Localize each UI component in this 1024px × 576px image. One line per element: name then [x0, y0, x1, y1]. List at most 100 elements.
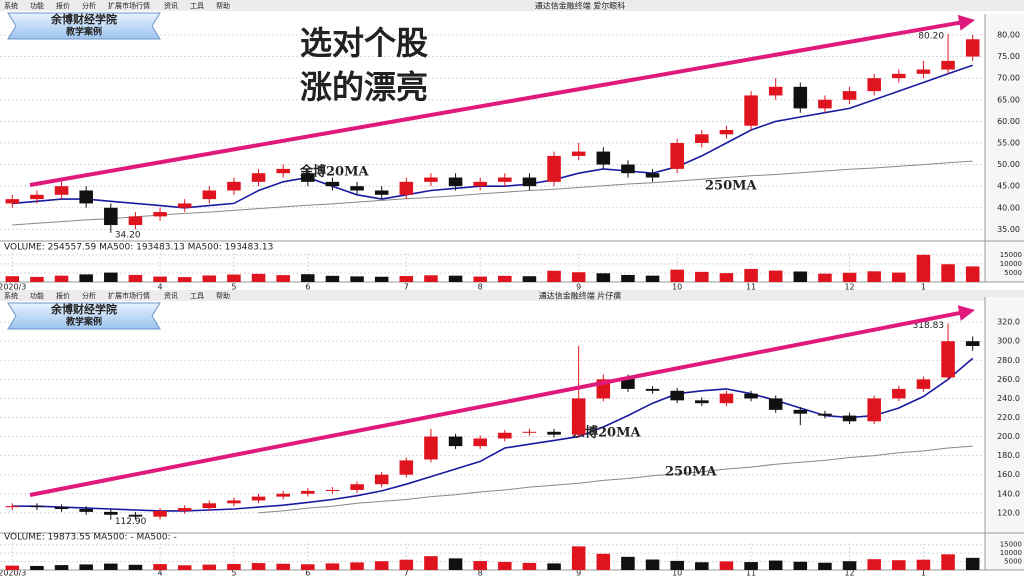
volume-bar: [79, 274, 93, 282]
menu-item: 工具: [190, 292, 204, 300]
y-tick-label: 220.0: [997, 413, 1020, 422]
menu-item: 报价: [56, 1, 70, 10]
y-tick-label: 45.00: [997, 182, 1020, 191]
y-tick-label: 35.00: [997, 225, 1020, 234]
x-tick-label: 2020/3: [0, 283, 26, 292]
candle-body: [571, 151, 586, 156]
volume-header: VOLUME: 254557.59 MA500: 193483.13 MA500…: [4, 243, 273, 253]
candle-body: [276, 168, 290, 174]
menu-item: 工具: [190, 2, 204, 10]
trend-arrow: [29, 20, 962, 187]
volume-bar: [892, 272, 906, 282]
menu-item: 分析: [82, 1, 96, 10]
volume-tick-label: 5000: [1004, 558, 1022, 566]
volume-bar: [30, 565, 44, 570]
volume-bar: [424, 556, 438, 570]
y-tick-label: 200.0: [997, 432, 1020, 441]
candle-body: [399, 460, 414, 475]
volume-bar: [79, 564, 93, 570]
candle-body: [695, 400, 709, 404]
candle-body: [916, 69, 931, 74]
candle-body: [128, 514, 143, 517]
candle-body: [177, 508, 192, 511]
y-tick-label: 75.00: [997, 52, 1020, 61]
volume-tick-label: 10000: [1000, 260, 1022, 268]
candle-body: [842, 91, 857, 100]
toolbar: [0, 290, 1024, 301]
volume-bar: [153, 276, 167, 282]
menu-item: 资讯: [164, 291, 178, 300]
volume-bar: [424, 275, 438, 282]
volume-bar: [719, 561, 734, 570]
x-tick-label: 10: [672, 283, 682, 292]
y-tick-label: 140.0: [997, 489, 1020, 498]
candle-body: [818, 413, 832, 416]
high-label: 318.83: [913, 321, 945, 331]
x-tick-label: 6: [305, 283, 310, 292]
volume-bar: [793, 271, 808, 282]
x-tick-label: 1: [921, 569, 926, 576]
volume-header: VOLUME: 19873.55 MA500: - MA500: -: [4, 533, 177, 543]
volume-bar: [744, 562, 758, 570]
volume-bar: [153, 564, 167, 570]
y-axis-area: [985, 14, 1024, 282]
volume-bar: [54, 565, 69, 570]
candle-body: [867, 78, 881, 92]
ma-label: 余博20MA: [571, 425, 641, 441]
volume-bar: [768, 270, 783, 282]
candle-body: [965, 39, 980, 57]
menu-item: 帮助: [216, 291, 230, 300]
menu-item: 资讯: [164, 1, 178, 10]
candle-body: [498, 177, 512, 182]
volume-bar: [645, 275, 660, 282]
candle-body: [842, 415, 857, 422]
volume-bar: [793, 561, 808, 570]
toolbar: [0, 0, 1024, 11]
volume-bar: [916, 559, 931, 570]
headline: 选对个股: [300, 24, 428, 62]
volume-bar: [227, 274, 241, 282]
ma-label: 250MA: [705, 179, 758, 194]
volume-bar: [818, 273, 832, 282]
x-tick-label: 4: [158, 283, 163, 292]
candle-body: [621, 164, 635, 174]
candle-body: [30, 194, 44, 200]
candle-body: [276, 493, 290, 497]
candle-body: [202, 190, 217, 200]
candle-body: [719, 130, 734, 135]
candle-body: [5, 506, 20, 508]
candle-body: [522, 431, 537, 433]
x-tick-label: 4: [158, 569, 163, 576]
volume-bar: [670, 560, 684, 570]
candle-body: [374, 474, 389, 485]
x-tick-label: 6: [305, 569, 310, 576]
candle-body: [744, 393, 758, 399]
volume-bar: [695, 271, 709, 282]
volume-bar: [892, 560, 906, 570]
y-tick-label: 65.00: [997, 95, 1020, 104]
candle-body: [916, 379, 931, 389]
y-tick-label: 320.0: [997, 318, 1020, 327]
logo-text: 教学案例: [65, 316, 102, 328]
volume-bar: [670, 269, 684, 282]
x-tick-label: 9: [576, 569, 581, 576]
headline: 涨的漂亮: [300, 68, 428, 106]
ma-line: [258, 445, 973, 514]
logo-text: 教学案例: [65, 26, 102, 38]
candle-body: [128, 216, 143, 226]
volume-bar: [522, 562, 537, 570]
y-tick-label: 55.00: [997, 138, 1020, 147]
volume-bar: [350, 562, 364, 570]
volume-bar: [498, 275, 512, 282]
volume-bar: [571, 272, 586, 282]
volume-bar: [350, 276, 364, 282]
volume-bar: [547, 563, 561, 570]
candle-body: [350, 484, 364, 490]
x-tick-label: 5: [231, 283, 236, 292]
volume-bar: [227, 563, 241, 570]
candle-body: [325, 181, 340, 187]
candle-body: [5, 199, 20, 204]
volume-bar: [399, 559, 414, 570]
candle-body: [621, 377, 635, 389]
logo-box: [7, 302, 161, 330]
